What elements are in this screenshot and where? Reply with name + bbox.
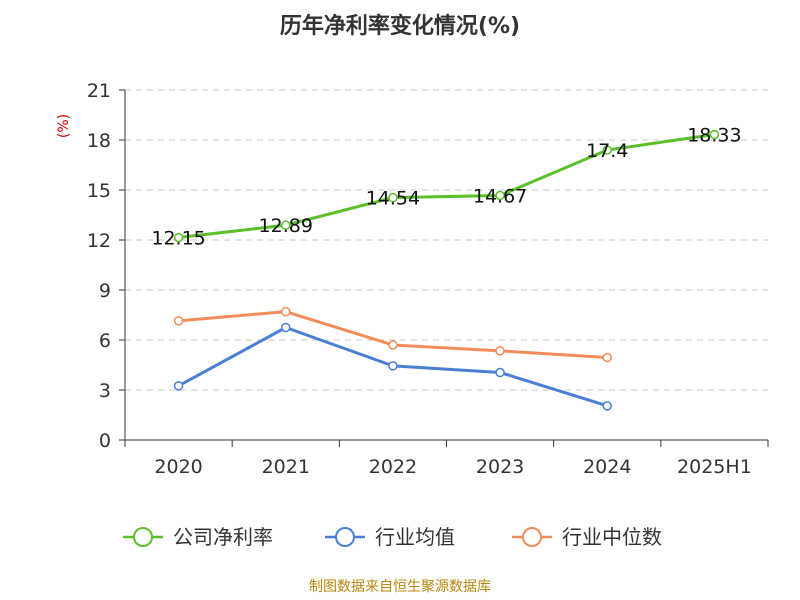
data-label: 14.67 — [473, 186, 527, 208]
legend-marker — [522, 527, 542, 547]
data-label: 18.33 — [687, 125, 741, 147]
x-tick-label: 2025H1 — [677, 456, 752, 478]
data-point — [281, 306, 291, 317]
x-tick-label: 2020 — [154, 456, 202, 478]
x-tick-label: 2023 — [476, 456, 524, 478]
series-line — [178, 133, 715, 239]
data-point — [495, 367, 505, 378]
legend-label: 行业均值 — [375, 525, 455, 549]
data-point — [173, 316, 184, 326]
legend-label: 行业中位数 — [562, 525, 662, 549]
x-tick-label: 2021 — [262, 456, 310, 478]
data-point — [388, 361, 398, 371]
x-tick-label: 2024 — [583, 456, 631, 478]
y-tick-label: 15 — [87, 180, 111, 202]
y-tick-label: 21 — [87, 80, 111, 102]
legend-marker — [335, 527, 355, 547]
chart-title: 历年净利率变化情况(%) — [280, 13, 520, 39]
y-tick-label: 9 — [99, 280, 111, 302]
data-point — [602, 352, 612, 363]
data-label: 17.4 — [586, 140, 628, 162]
x-tick-label: 2022 — [369, 456, 417, 478]
data-label: 12.15 — [151, 228, 205, 250]
data-point — [173, 232, 184, 243]
data-point — [388, 340, 398, 350]
y-tick-label: 3 — [99, 380, 111, 402]
source-note: 制图数据来自恒生聚源数据库 — [309, 579, 491, 595]
y-tick-label: 6 — [99, 330, 111, 352]
y-tick-label: 12 — [87, 230, 111, 252]
data-label: 14.54 — [366, 188, 420, 210]
legend-label: 公司净利率 — [173, 525, 273, 549]
data-point — [173, 381, 184, 391]
data-labels: 12.15 12.89 14.54 14.67 17.4 18.33 — [151, 125, 741, 250]
data-label: 12.89 — [259, 215, 313, 237]
data-point — [602, 401, 612, 411]
series-lines — [173, 129, 720, 411]
axes: 0 3 6 9 12 15 18 21 2020 2021 2022 2023 2024 2025H1 — [87, 80, 769, 478]
data-point — [495, 346, 505, 356]
y-tick-label: 18 — [87, 130, 111, 152]
legend: 公司净利率 行业均值 行业中位数 — [123, 525, 662, 549]
data-point — [281, 220, 291, 230]
legend-marker — [133, 527, 153, 547]
data-point — [388, 192, 398, 203]
y-tick-label: 0 — [99, 430, 111, 452]
data-point — [602, 145, 612, 155]
data-point — [709, 129, 720, 140]
grid — [125, 89, 768, 391]
data-point — [281, 322, 291, 333]
data-point — [495, 190, 505, 201]
y-unit-label: (%) — [56, 114, 72, 138]
